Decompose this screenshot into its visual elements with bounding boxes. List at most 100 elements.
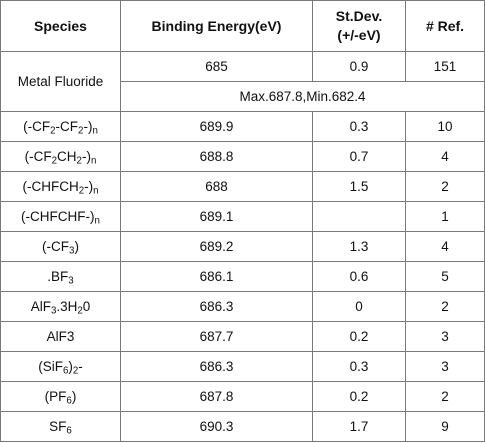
header-species: Species xyxy=(0,0,121,52)
species-subscript: n xyxy=(90,155,97,167)
header-binding-energy: Binding Energy(eV) xyxy=(120,0,313,52)
species-subscript: 6 xyxy=(62,365,69,377)
cell-refs: 2 xyxy=(405,171,485,202)
species-text: (-CF xyxy=(24,149,52,164)
species-text: .3H xyxy=(56,299,78,314)
species-subscript: n xyxy=(92,125,98,137)
cell-species: SF6 xyxy=(0,411,121,442)
species-subscript: 6 xyxy=(66,395,72,407)
species-subscript: 3 xyxy=(69,245,75,257)
cell-species: AlF3.3H20 xyxy=(0,291,121,322)
table-row: (-CF2-CF2-)n 689.9 0.3 10 xyxy=(0,111,485,142)
species-text: AlF xyxy=(30,299,51,314)
cell-species: Metal Fluoride xyxy=(0,51,121,112)
cell-binding-energy: 686.3 xyxy=(120,291,313,322)
species-subscript: n xyxy=(93,185,99,197)
cell-range: Max.687.8,Min.682.4 xyxy=(120,81,485,112)
cell-refs: 5 xyxy=(405,261,485,292)
species-subscript: 3 xyxy=(50,305,57,317)
species-text: CH xyxy=(57,149,77,164)
cell-stdev: 0.9 xyxy=(312,51,406,82)
table-row: (-CHFCHF-)n 689.1 1 xyxy=(0,201,485,232)
species-text: ) xyxy=(71,389,77,404)
species-text: .BF xyxy=(47,269,69,284)
cell-species: (-CF2CH2-)n xyxy=(0,141,121,172)
cell-binding-energy: 690.3 xyxy=(120,411,313,442)
table-row: (PF6) 687.8 0.2 2 xyxy=(0,381,485,412)
cell-binding-energy: 685 xyxy=(120,51,313,82)
cell-stdev: 0.7 xyxy=(312,141,406,172)
species-text: (SiF xyxy=(38,359,63,374)
cell-species: (SiF6)2- xyxy=(0,351,121,382)
cell-refs: 10 xyxy=(405,111,485,142)
cell-stdev: 1.7 xyxy=(312,411,406,442)
cell-species: (-CF2-CF2-)n xyxy=(0,111,121,142)
cell-species: (-CHFCH2-)n xyxy=(0,171,121,202)
table-row: .BF3 686.1 0.6 5 xyxy=(0,261,485,292)
species-subscript: 2 xyxy=(76,155,82,167)
cell-binding-energy: 688 xyxy=(120,171,313,202)
cell-species: (PF6) xyxy=(0,381,121,412)
species-text: SF xyxy=(49,419,67,434)
cell-refs: 151 xyxy=(405,51,485,82)
cell-stdev: 0.3 xyxy=(312,351,406,382)
table-row: (-CF2CH2-)n 688.8 0.7 4 xyxy=(0,141,485,172)
species-subscript: 2 xyxy=(72,365,79,377)
cell-stdev: 0.3 xyxy=(312,111,406,142)
table-row: AlF3.3H20 686.3 0 2 xyxy=(0,291,485,322)
species-text: ) xyxy=(68,359,73,374)
cell-binding-energy: 687.7 xyxy=(120,321,313,352)
cell-refs: 3 xyxy=(405,321,485,352)
cell-binding-energy: 686.3 xyxy=(120,351,313,382)
species-text: AlF3 xyxy=(46,329,75,344)
cell-binding-energy: 689.2 xyxy=(120,231,313,262)
cell-stdev: 0 xyxy=(312,291,406,322)
species-text: ) xyxy=(74,239,79,254)
header-stdev-line2: (+/-eV) xyxy=(337,27,381,43)
header-stdev-line1: St.Dev. xyxy=(335,8,383,24)
species-text: (-CF xyxy=(23,119,51,134)
cell-stdev: 0.2 xyxy=(312,381,406,412)
cell-refs: 2 xyxy=(405,381,485,412)
species-text: -) xyxy=(84,179,94,194)
cell-refs: 9 xyxy=(405,411,485,442)
cell-binding-energy: 689.9 xyxy=(120,111,313,142)
cell-species: (-CHFCHF-)n xyxy=(0,201,121,232)
cell-stdev xyxy=(312,201,406,232)
species-subscript: 2 xyxy=(78,185,85,197)
cell-binding-energy: 689.1 xyxy=(120,201,313,232)
cell-binding-energy: 688.8 xyxy=(120,141,313,172)
species-subscript: n xyxy=(94,215,100,227)
cell-refs: 4 xyxy=(405,141,485,172)
species-subscript: 2 xyxy=(50,125,56,137)
cell-binding-energy: 686.1 xyxy=(120,261,313,292)
cell-species: AlF3 xyxy=(0,321,121,352)
species-subscript: 2 xyxy=(78,125,84,137)
cell-binding-energy: 687.8 xyxy=(120,381,313,412)
table-row: SF6 690.3 1.7 9 xyxy=(0,411,485,442)
species-text: (-CHFCHF-) xyxy=(21,209,95,224)
species-text: (PF xyxy=(44,389,67,404)
species-text: -) xyxy=(83,119,93,134)
species-subscript: 2 xyxy=(51,155,58,167)
cell-species: .BF3 xyxy=(0,261,121,292)
species-text: (-CHFCH xyxy=(22,179,79,194)
table-row-metal-fluoride: Metal Fluoride 685 0.9 151 xyxy=(0,51,485,112)
cell-refs: 3 xyxy=(405,351,485,382)
cell-stdev: 1.5 xyxy=(312,171,406,202)
cell-stdev: 0.2 xyxy=(312,321,406,352)
species-text: -CF xyxy=(55,119,79,134)
cell-stdev: 1.3 xyxy=(312,231,406,262)
header-row: Species Binding Energy(eV) St.Dev. (+/-e… xyxy=(0,0,485,52)
species-text: -) xyxy=(81,149,91,164)
cell-species: (-CF3) xyxy=(0,231,121,262)
table-row: (-CHFCH2-)n 688 1.5 2 xyxy=(0,171,485,202)
species-text: (-CF xyxy=(42,239,70,254)
cell-refs: 2 xyxy=(405,291,485,322)
header-stdev: St.Dev. (+/-eV) xyxy=(312,0,406,52)
species-subscript: 3 xyxy=(68,275,74,287)
table-row: AlF3 687.7 0.2 3 xyxy=(0,321,485,352)
cell-refs: 4 xyxy=(405,231,485,262)
table-row-metal-fluoride-range: Max.687.8,Min.682.4 xyxy=(1,81,485,112)
